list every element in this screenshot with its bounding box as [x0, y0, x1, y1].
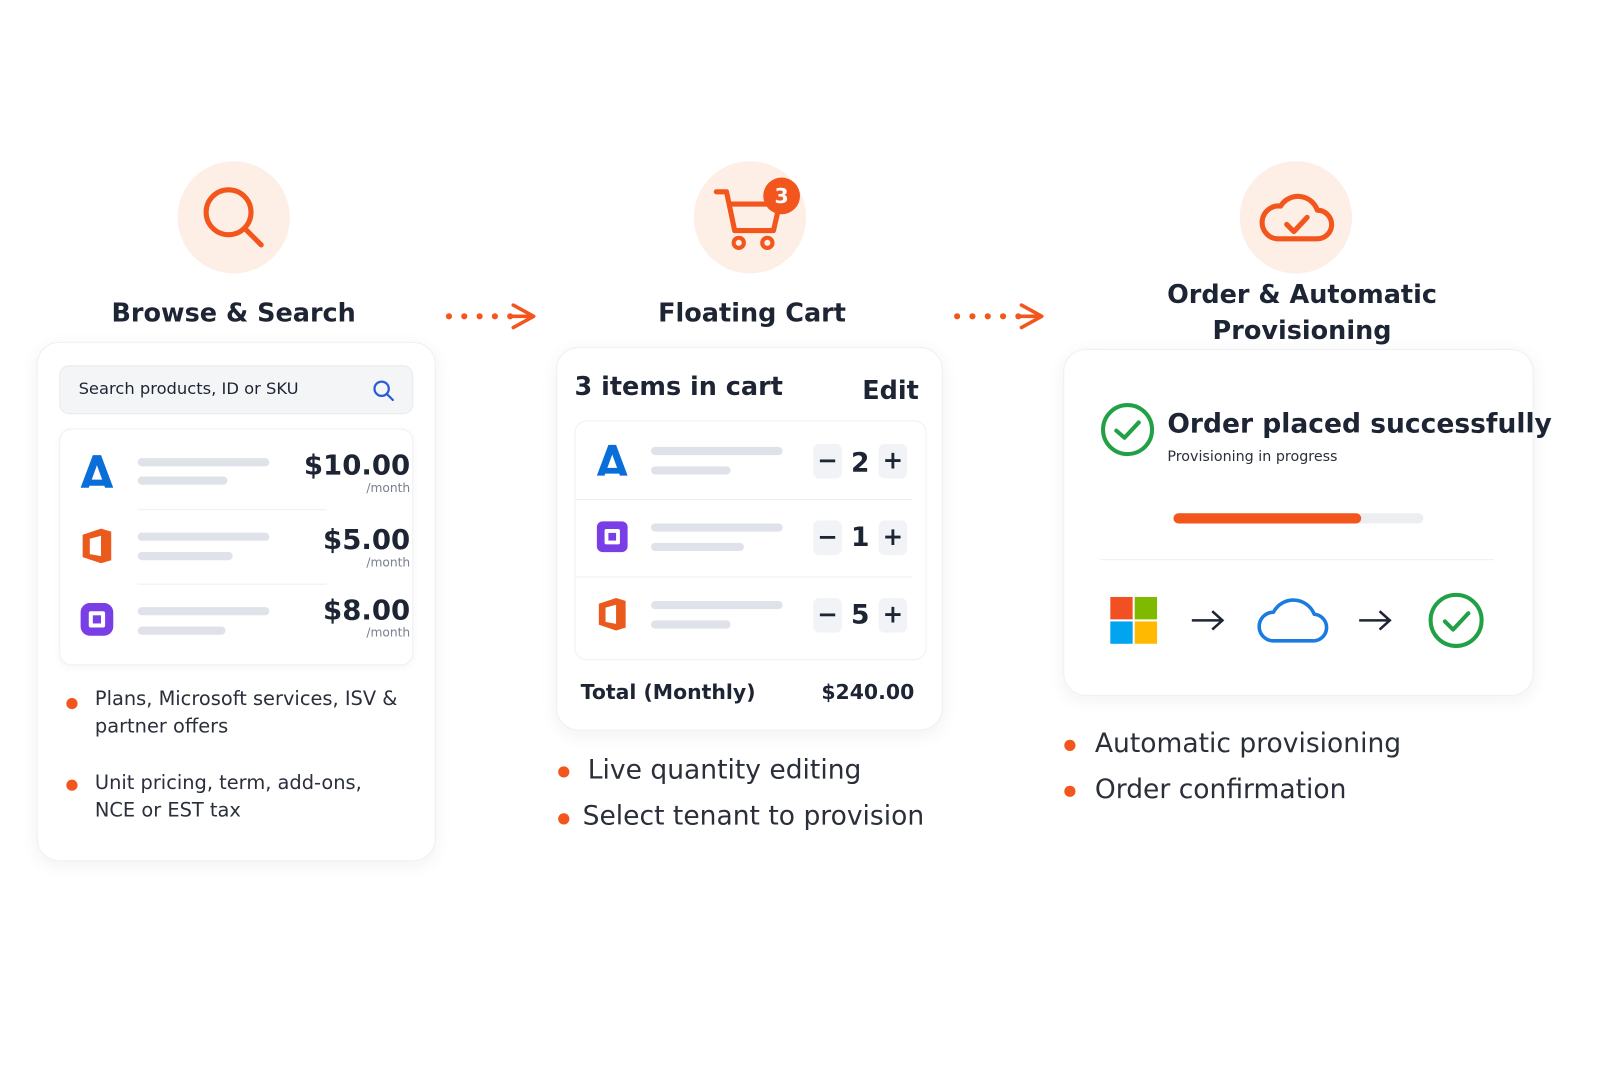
placeholder-line	[651, 542, 744, 552]
bullet-text: Plans, Microsoft services, ISV & partner…	[94, 687, 398, 738]
decrement-button[interactable]: −	[813, 520, 842, 556]
placeholder-line	[137, 476, 228, 485]
bullet-dot	[1064, 739, 1076, 752]
placeholder-line	[651, 446, 783, 456]
flow-arrow-small	[1191, 610, 1225, 631]
placeholder-line	[651, 601, 783, 610]
placeholder-line	[137, 458, 270, 467]
total-value: $240.00	[821, 679, 915, 705]
bullet-dot	[66, 697, 78, 710]
cart-icon-bg	[693, 161, 807, 274]
divider	[1099, 559, 1494, 561]
app-icon	[80, 603, 114, 636]
app-icon	[596, 521, 628, 553]
azure-icon	[596, 444, 628, 476]
quantity: 1	[850, 522, 870, 554]
flow-arrow	[954, 303, 1044, 330]
bullet-dot	[1064, 785, 1076, 797]
done-icon	[1428, 592, 1484, 648]
cloud-icon	[1259, 193, 1335, 242]
success-icon	[1101, 403, 1155, 457]
cart-icon	[713, 189, 783, 250]
step-title: Browse & Search	[111, 297, 356, 328]
total-label: Total (Monthly)	[580, 679, 756, 705]
quantity: 5	[842, 597, 878, 633]
quantity: 2	[850, 447, 870, 479]
increment-button[interactable]: +	[878, 597, 908, 633]
bullet-text: Unit pricing, term, add-ons, NCE or EST …	[94, 771, 362, 822]
office-icon	[82, 528, 112, 564]
row-separator	[137, 509, 327, 511]
step-title: Order & Automatic Provisioning	[1167, 279, 1437, 345]
placeholder-line	[651, 466, 731, 475]
product-list: $10.00 /month $5.00 /month $8.00 /month	[59, 428, 414, 666]
search-placeholder: Search products, ID or SKU	[78, 378, 299, 398]
step-title: Floating Cart	[658, 297, 846, 328]
decrement-button[interactable]: −	[813, 597, 842, 633]
bullet-text: Live quantity editing	[587, 755, 862, 786]
bullet-text: Select tenant to provision	[582, 801, 925, 832]
order-status: Order placed successfully	[1167, 409, 1552, 440]
product-price: $5.00	[323, 524, 411, 557]
flow-arrow-small	[1359, 610, 1392, 631]
product-price: $10.00	[303, 449, 411, 482]
search-box[interactable]: Search products, ID or SKU	[59, 365, 414, 415]
office-icon	[598, 598, 626, 631]
edit-button[interactable]: Edit	[862, 375, 919, 406]
search-icon	[203, 187, 264, 248]
microsoft-logo	[1110, 596, 1158, 644]
search-glyph	[373, 380, 394, 402]
decrement-button[interactable]: −	[813, 443, 842, 479]
price-unit: /month	[366, 480, 411, 495]
bullet-text: Order confirmation	[1094, 774, 1347, 806]
placeholder-line	[651, 620, 731, 629]
bullet-dot	[558, 813, 570, 825]
bullet-text: Automatic provisioning	[1094, 728, 1402, 760]
placeholder-line	[137, 626, 226, 635]
product-price: $8.00	[323, 594, 411, 627]
placeholder-line	[137, 607, 270, 616]
browse-card	[36, 341, 436, 862]
order-substatus: Provisioning in progress	[1167, 448, 1338, 466]
search-icon-bg	[177, 161, 290, 274]
progress-track	[1173, 513, 1424, 524]
cart-badge: 3	[763, 177, 800, 215]
increment-button[interactable]: +	[878, 443, 908, 479]
bullet-dot	[558, 766, 570, 778]
placeholder-line	[651, 523, 783, 532]
cloud-icon-bg	[1239, 161, 1353, 274]
increment-button[interactable]: +	[878, 520, 908, 556]
azure-icon	[80, 455, 114, 488]
placeholder-line	[137, 552, 233, 561]
placeholder-line	[137, 532, 270, 541]
bullet-dot	[66, 779, 78, 791]
row-separator	[575, 576, 913, 578]
cart-list: − 2 + − 1 + − 5 +	[574, 420, 927, 661]
flow-arrow	[445, 303, 536, 330]
price-unit: /month	[366, 625, 411, 640]
row-separator	[575, 498, 913, 500]
cart-header: 3 items in cart	[574, 371, 783, 402]
row-separator	[137, 583, 327, 585]
cloud-glyph	[1257, 598, 1329, 643]
price-unit: /month	[366, 555, 411, 570]
progress-fill	[1173, 513, 1361, 524]
